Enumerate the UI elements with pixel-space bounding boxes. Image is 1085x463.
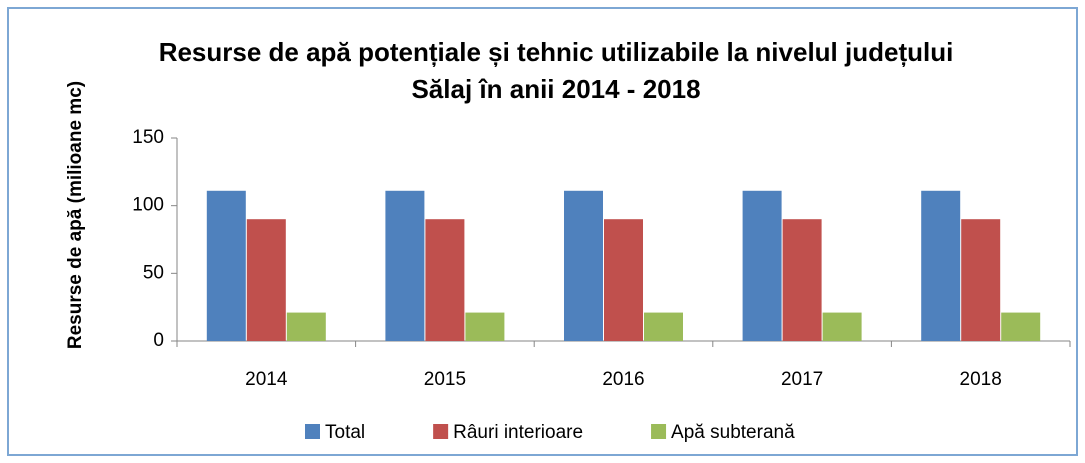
- y-tick-label: 0: [153, 330, 164, 351]
- y-tick-label: 50: [143, 262, 164, 283]
- legend-swatch: [305, 424, 320, 439]
- bar: [604, 219, 643, 341]
- bar: [465, 312, 505, 341]
- y-axis-label: Resurse de apă (milioane mc): [65, 80, 86, 350]
- chart-title: Resurse de apă potențiale și tehnic util…: [158, 37, 954, 104]
- bar: [782, 219, 822, 341]
- bar: [1001, 312, 1041, 341]
- legend-label: Total: [325, 422, 365, 443]
- y-tick-label: 150: [132, 127, 164, 148]
- x-tick-label: 2014: [245, 369, 288, 390]
- legend-label: Râuri interioare: [453, 422, 583, 443]
- bar: [742, 190, 782, 341]
- bar: [564, 190, 603, 341]
- bar: [822, 312, 862, 341]
- bar: [425, 219, 465, 341]
- x-tick-label: 2016: [602, 369, 644, 390]
- bar: [961, 219, 1001, 341]
- legend-swatch: [651, 424, 667, 439]
- bar: [286, 312, 326, 341]
- y-tick-label: 100: [132, 195, 164, 216]
- bar: [385, 190, 425, 341]
- x-tick-label: 2018: [960, 369, 1002, 390]
- x-tick-label: 2015: [424, 369, 466, 390]
- x-tick-label: 2017: [781, 369, 823, 390]
- bar: [921, 190, 961, 341]
- chart-border: [7, 7, 1078, 456]
- bar: [644, 312, 683, 341]
- bar: [206, 190, 246, 341]
- legend-label: Apă subterană: [671, 422, 795, 443]
- legend-swatch: [433, 424, 449, 439]
- bar: [246, 219, 286, 341]
